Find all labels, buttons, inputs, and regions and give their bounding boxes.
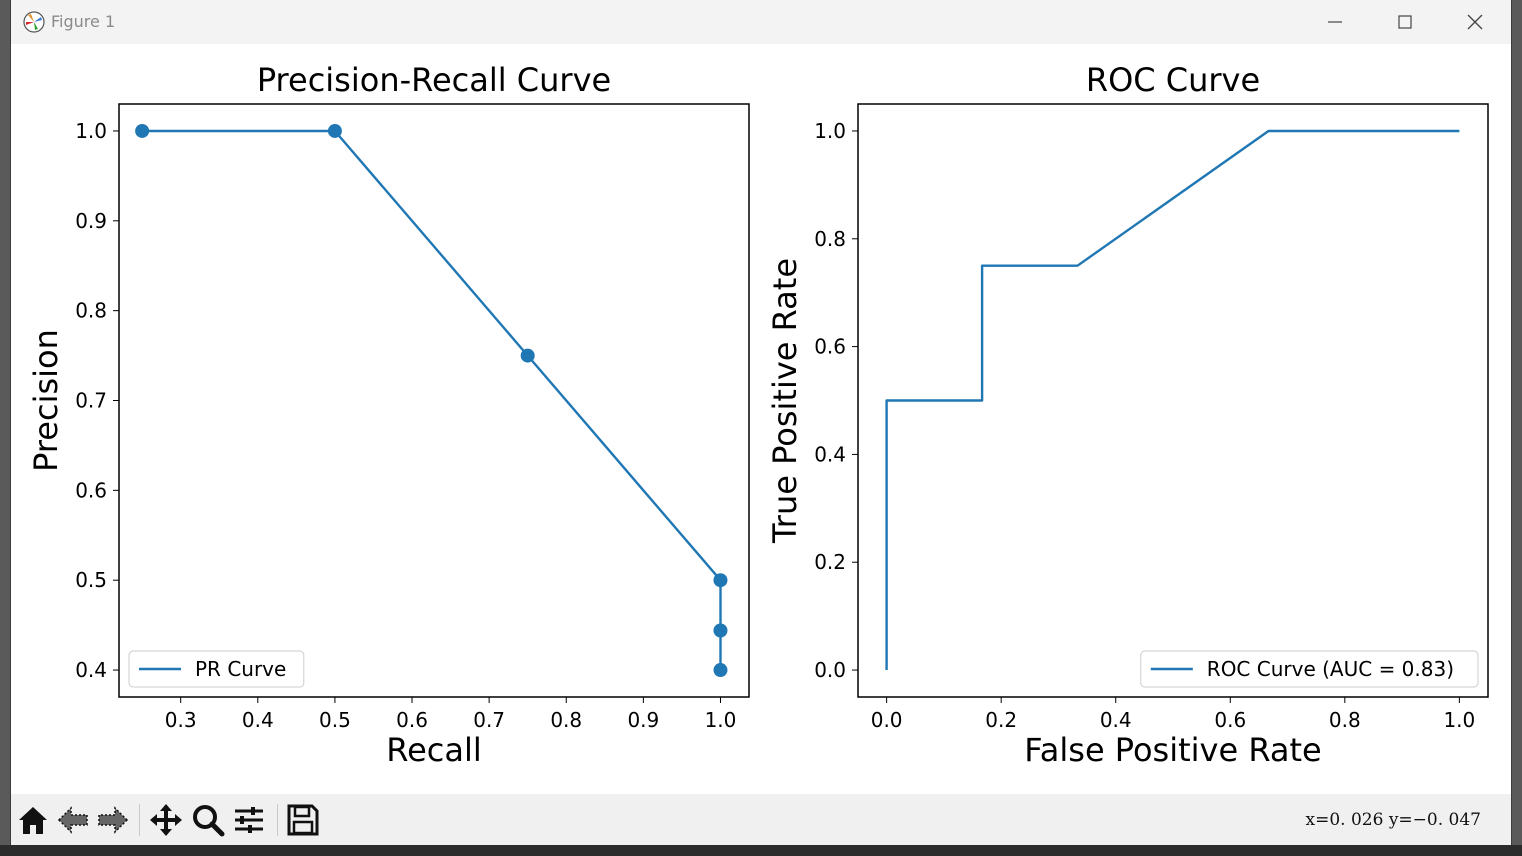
- x-axis-label: Recall: [386, 731, 481, 769]
- series-line: [885, 129, 1460, 670]
- forward-icon: [98, 806, 129, 834]
- pan-button[interactable]: [148, 802, 184, 838]
- x-tick-label: 1.0: [705, 708, 737, 732]
- matplotlib-logo-icon: [23, 11, 45, 33]
- x-tick-label: 0.8: [1329, 708, 1361, 732]
- axes-frame: [857, 103, 1489, 698]
- minimize-icon: [1328, 21, 1342, 23]
- x-tick-label: 1.0: [1443, 708, 1475, 732]
- y-tick-label: 0.5: [75, 568, 107, 592]
- legend-label: ROC Curve (AUC = 0.83): [1207, 657, 1454, 681]
- y-tick-label: 0.6: [75, 478, 107, 502]
- y-tick-label: 0.8: [75, 299, 107, 323]
- x-tick-label: 0.4: [1100, 708, 1132, 732]
- chart-title: Precision-Recall Curve: [257, 61, 611, 99]
- data-point: [713, 663, 728, 678]
- x-tick-label: 0.4: [242, 708, 274, 732]
- chart-title: ROC Curve: [1086, 61, 1260, 99]
- x-tick-label: 0.7: [473, 708, 505, 732]
- y-tick-label: 0.2: [814, 550, 846, 574]
- y-tick-label: 0.0: [814, 658, 846, 682]
- save-icon: [287, 804, 319, 836]
- y-axis-label: True Positive Rate: [766, 258, 804, 544]
- x-tick-label: 0.9: [627, 708, 659, 732]
- x-tick-label: 0.6: [1214, 708, 1246, 732]
- close-button[interactable]: [1443, 0, 1507, 44]
- data-point: [135, 123, 150, 138]
- figure-window: Figure 1 Precision-Recall Curve Recall Pre…: [11, 0, 1511, 845]
- legend-box: [128, 650, 305, 688]
- maximize-button[interactable]: [1373, 0, 1437, 44]
- x-tick-label: 0.6: [396, 708, 428, 732]
- navigation-toolbar: x=0. 026 y=−0. 047: [11, 794, 1511, 845]
- x-tick-label: 0.5: [319, 708, 351, 732]
- pan-icon: [150, 804, 182, 836]
- maximize-icon: [1398, 15, 1412, 29]
- back-icon: [57, 806, 88, 834]
- toolbar-separator: [277, 804, 278, 836]
- figure-canvas[interactable]: Precision-Recall Curve Recall Precision 0.3…: [11, 44, 1511, 794]
- x-tick-label: 0.3: [165, 708, 197, 732]
- legend-label: PR Curve: [195, 657, 286, 681]
- series-line: [142, 129, 722, 670]
- configure-subplots-icon: [235, 807, 263, 833]
- y-tick-label: 0.4: [814, 442, 846, 466]
- y-tick-label: 1.0: [75, 119, 107, 143]
- configure-subplots-button[interactable]: [231, 802, 267, 838]
- cursor-coordinates: x=0. 026 y=−0. 047: [1305, 810, 1481, 830]
- close-icon: [1467, 14, 1483, 30]
- toolbar-separator: [139, 804, 140, 836]
- save-button[interactable]: [285, 802, 321, 838]
- data-point: [520, 348, 535, 363]
- y-axis-label: Precision: [27, 329, 65, 472]
- x-axis-label: False Positive Rate: [1024, 731, 1321, 769]
- minimize-button[interactable]: [1303, 0, 1367, 44]
- axes-frame: [118, 103, 750, 698]
- y-tick-label: 0.8: [814, 227, 846, 251]
- x-tick-label: 0.0: [871, 708, 903, 732]
- window-title: Figure 1: [51, 12, 116, 31]
- home-icon: [19, 807, 47, 834]
- y-tick-label: 1.0: [814, 119, 846, 143]
- x-tick-label: 0.2: [985, 708, 1017, 732]
- title-bar[interactable]: Figure 1: [11, 0, 1511, 44]
- forward-button[interactable]: [95, 802, 131, 838]
- zoom-button[interactable]: [190, 802, 226, 838]
- x-tick-label: 0.8: [550, 708, 582, 732]
- background-strip: [0, 845, 1522, 856]
- zoom-icon: [193, 805, 225, 837]
- data-point: [713, 623, 728, 638]
- y-tick-label: 0.9: [75, 209, 107, 233]
- data-point: [327, 123, 342, 138]
- legend-box: [1140, 650, 1479, 688]
- y-tick-label: 0.6: [814, 335, 846, 359]
- y-tick-label: 0.4: [75, 658, 107, 682]
- figure-svg: Precision-Recall Curve Recall Precision 0.3…: [27, 61, 1489, 769]
- home-button[interactable]: [15, 802, 51, 838]
- data-point: [713, 573, 728, 588]
- y-tick-label: 0.7: [75, 389, 107, 413]
- back-button[interactable]: [55, 802, 91, 838]
